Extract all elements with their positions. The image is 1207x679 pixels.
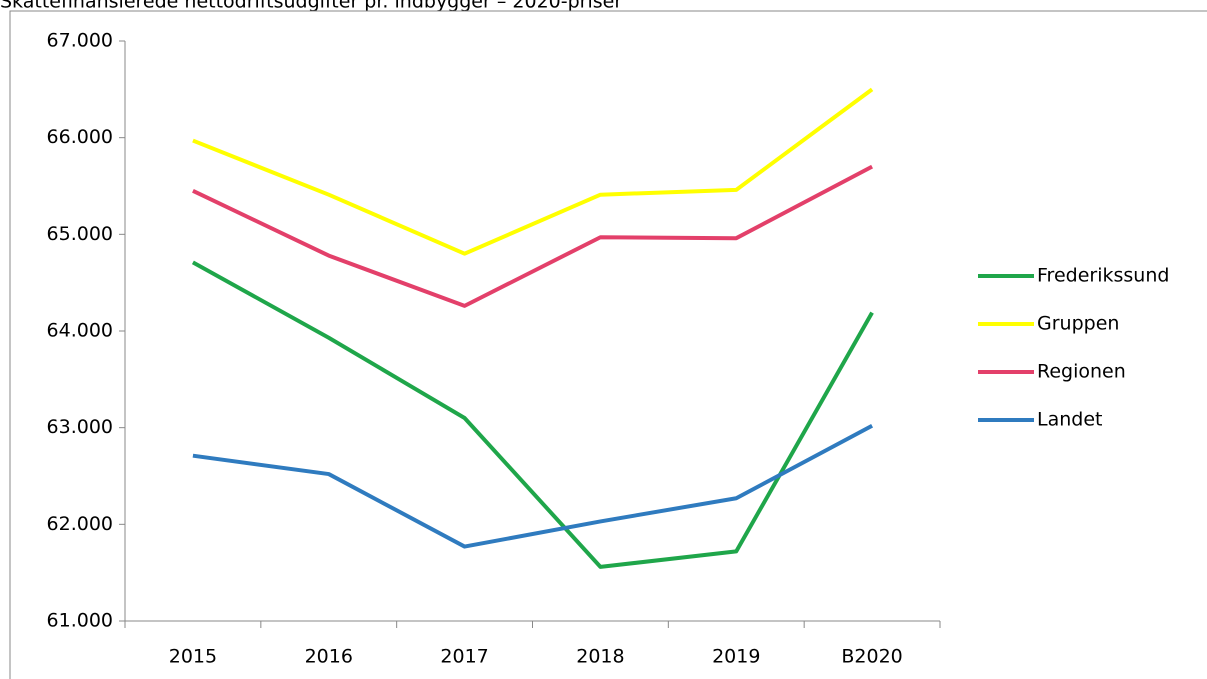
x-tick-label: 2016 [305,646,353,668]
legend-label: Frederikssund [1037,265,1169,287]
chart-frame [9,10,1207,679]
x-tick-label: 2018 [576,646,624,668]
x-tick-label: B2020 [841,646,902,668]
series-line [192,423,874,549]
legend-label: Regionen [1037,361,1126,383]
y-tick-label: 64.000 [47,320,113,342]
y-tick-label: 67.000 [47,30,113,52]
series-line [191,260,874,569]
x-tick-label: 2017 [440,646,488,668]
y-tick-label: 65.000 [47,223,113,245]
y-tick-label: 62.000 [47,513,113,535]
legend-label: Landet [1037,409,1102,431]
x-tick-label: 2015 [169,646,217,668]
chart-title: Skattefinansierede nettodriftsudgifter p… [0,0,622,13]
y-tick-label: 61.000 [47,610,113,632]
legend-label: Gruppen [1037,313,1119,335]
series-line [192,164,874,308]
series-line [192,87,874,256]
y-tick-label: 66.000 [47,126,113,148]
y-tick-label: 63.000 [47,416,113,438]
x-tick-label: 2019 [712,646,760,668]
